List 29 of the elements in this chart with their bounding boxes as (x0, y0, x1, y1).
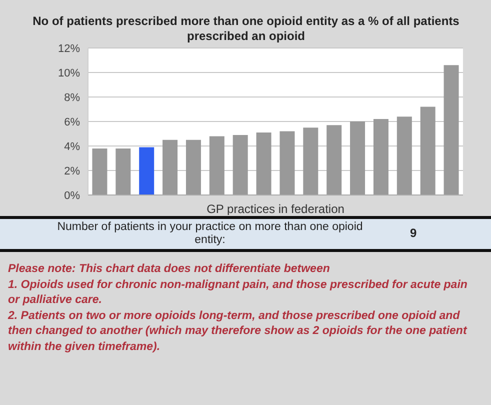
bar (139, 147, 154, 195)
text: Number of patients in your practice on more than one opioid entity: (56, 221, 364, 247)
bar (303, 128, 318, 195)
bar (444, 65, 459, 195)
bar (162, 140, 178, 195)
text: Please note: This chart data does not differentiate between (8, 262, 331, 277)
bar (209, 136, 224, 195)
y-tick-label: 6% (64, 116, 80, 128)
y-tick-label: 12% (58, 42, 80, 55)
bar (256, 132, 272, 195)
y-tick-label: 10% (58, 67, 80, 80)
bar (350, 122, 366, 195)
bar (420, 106, 436, 195)
bar (396, 116, 412, 195)
bar (373, 119, 388, 195)
y-tick-label: 0% (64, 190, 80, 202)
text: 9 (410, 226, 417, 240)
bar (232, 134, 248, 195)
bar (116, 148, 131, 195)
bar (280, 131, 295, 195)
bar (326, 125, 342, 195)
bar (186, 140, 201, 195)
y-tick-label: 2% (64, 165, 80, 178)
bar (92, 148, 108, 195)
y-tick-label: 8% (64, 92, 80, 104)
chart-title: No of patients prescribed more than one opioid entity as a % of all patients prescribed an opioid (32, 14, 460, 44)
text: 2. Patients on two or more opioids long-term, and those prescribed one opioid and then changed to another (which may therefore show as 2 opioids for the one patient within the given timeframe). (8, 308, 468, 354)
y-tick-label: 4% (64, 140, 80, 153)
text: 1. Opioids used for chronic non-malignant pain, and those prescribed for acute pain or palliative care. (8, 278, 468, 308)
